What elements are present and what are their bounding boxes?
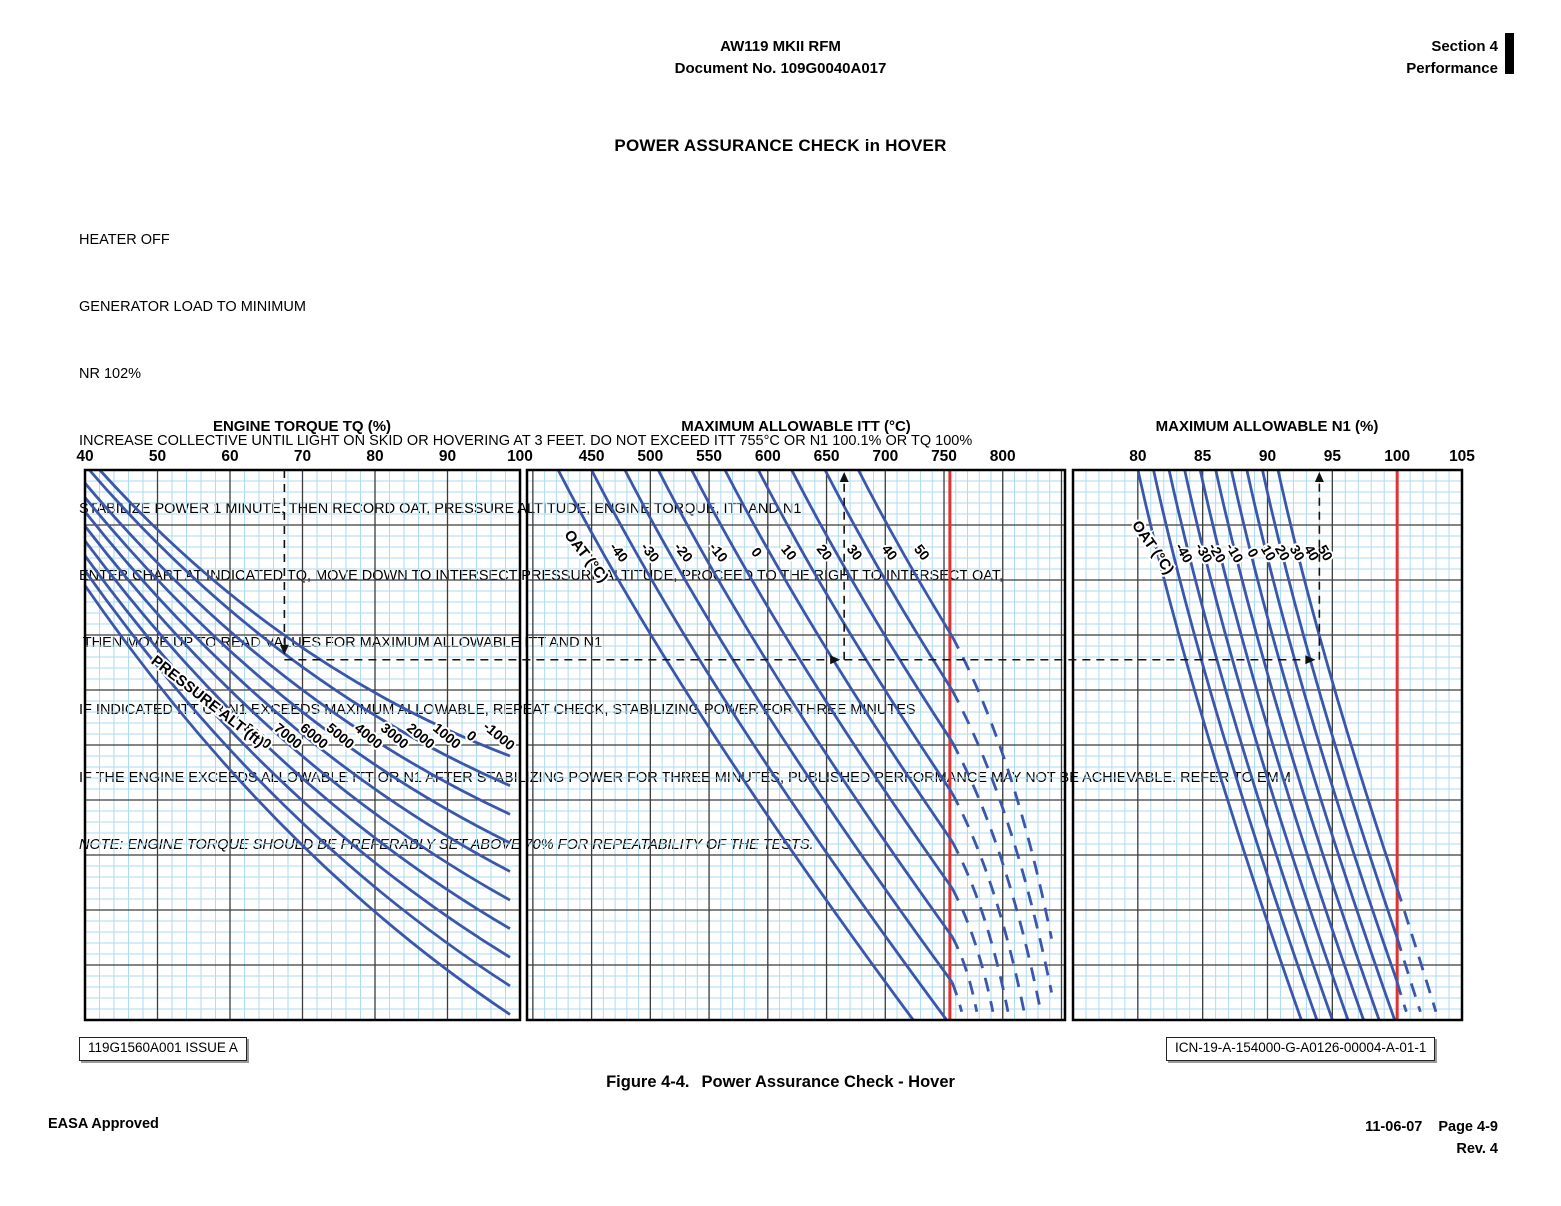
svg-text:-10: -10 xyxy=(706,539,731,565)
svg-text:100: 100 xyxy=(1384,448,1410,465)
svg-text:800: 800 xyxy=(990,448,1016,465)
procedure-line: NR 102% xyxy=(79,366,142,383)
svg-text:60: 60 xyxy=(221,448,238,465)
procedure-line: INCREASE COLLECTIVE UNTIL LIGHT ON SKID … xyxy=(79,433,973,450)
svg-text:3000: 3000 xyxy=(378,720,412,752)
svg-text:105: 105 xyxy=(1449,448,1475,465)
svg-text:700: 700 xyxy=(872,448,898,465)
svg-text:50: 50 xyxy=(911,541,933,563)
svg-text:50: 50 xyxy=(1315,542,1337,564)
svg-text:500: 500 xyxy=(637,448,663,465)
chart-title-itt: MAXIMUM ALLOWABLE ITT (°C) xyxy=(681,418,911,435)
procedure-line: HEATER OFF xyxy=(79,231,170,248)
svg-text:50: 50 xyxy=(149,448,166,465)
svg-text:600: 600 xyxy=(755,448,781,465)
section-sublabel: Performance xyxy=(1406,60,1498,77)
page-number: Page 4-9 xyxy=(1438,1119,1498,1135)
svg-text:-40: -40 xyxy=(607,539,632,565)
svg-text:4000: 4000 xyxy=(352,720,386,752)
svg-text:80: 80 xyxy=(366,448,383,465)
doc-number: Document No. 109G0040A017 xyxy=(674,60,887,77)
svg-text:750: 750 xyxy=(931,448,957,465)
svg-text:650: 650 xyxy=(814,448,840,465)
chart-code-box: 119G1560A001 ISSUE A xyxy=(79,1037,247,1061)
procedure-line: GENERATOR LOAD TO MINIMUM xyxy=(79,299,306,316)
svg-text:100: 100 xyxy=(507,448,533,465)
page-info: 11-06-07 Page 4-9 Rev. 4 xyxy=(1365,1116,1498,1160)
section-header: Section 4 Performance xyxy=(1406,36,1498,80)
doc-title: AW119 MKII RFM xyxy=(720,38,841,55)
figure-number: Figure 4-4. xyxy=(606,1073,690,1091)
procedure-line: IF INDICATED ITT OR N1 EXCEEDS MAXIMUM A… xyxy=(79,702,916,719)
svg-text:-10: -10 xyxy=(1223,540,1247,566)
chart-title-n1: MAXIMUM ALLOWABLE N1 (%) xyxy=(1155,418,1379,435)
svg-text:30: 30 xyxy=(844,541,866,563)
svg-text:95: 95 xyxy=(1324,448,1342,465)
page-title: POWER ASSURANCE CHECK in HOVER xyxy=(614,136,947,155)
svg-text:450: 450 xyxy=(579,448,605,465)
svg-text:90: 90 xyxy=(439,448,456,465)
chart-title-torque: ENGINE TORQUE TQ (%) xyxy=(212,418,392,435)
revision-date: 11-06-07 xyxy=(1365,1119,1423,1135)
svg-text:550: 550 xyxy=(696,448,722,465)
revision-change-bar xyxy=(1505,33,1514,74)
svg-text:80: 80 xyxy=(1129,448,1146,465)
approval-stamp: EASA Approved xyxy=(48,1116,159,1132)
section-label: Section 4 xyxy=(1431,38,1498,55)
icn-box: ICN-19-A-154000-G-A0126-00004-A-01-1 xyxy=(1166,1037,1436,1061)
svg-text:85: 85 xyxy=(1194,448,1212,465)
svg-text:40: 40 xyxy=(76,448,93,465)
revision-number: Rev. 4 xyxy=(1456,1141,1498,1157)
figure-caption: Figure 4-4. Power Assurance Check - Hover xyxy=(0,1073,1561,1092)
svg-text:70: 70 xyxy=(294,448,311,465)
figure-title: Power Assurance Check - Hover xyxy=(701,1073,955,1091)
document-header: AW119 MKII RFM Document No. 109G0040A017 xyxy=(0,36,1561,80)
svg-text:90: 90 xyxy=(1259,448,1276,465)
